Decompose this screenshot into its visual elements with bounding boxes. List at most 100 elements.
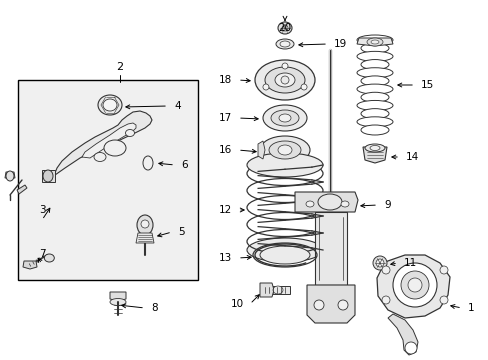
Ellipse shape xyxy=(375,259,383,267)
Ellipse shape xyxy=(372,256,386,270)
Polygon shape xyxy=(376,255,449,318)
Ellipse shape xyxy=(404,342,416,354)
Ellipse shape xyxy=(400,271,428,299)
Polygon shape xyxy=(294,192,357,212)
Text: 1: 1 xyxy=(467,303,474,313)
Ellipse shape xyxy=(94,153,106,162)
Ellipse shape xyxy=(103,99,117,111)
Ellipse shape xyxy=(340,201,348,207)
Ellipse shape xyxy=(317,194,341,210)
Ellipse shape xyxy=(392,263,436,307)
Ellipse shape xyxy=(98,95,122,115)
Ellipse shape xyxy=(279,114,290,122)
Ellipse shape xyxy=(280,41,289,47)
Ellipse shape xyxy=(125,130,134,136)
Ellipse shape xyxy=(356,68,392,78)
Ellipse shape xyxy=(272,286,283,294)
Text: 8: 8 xyxy=(151,303,157,313)
Polygon shape xyxy=(55,111,152,175)
Ellipse shape xyxy=(254,60,314,100)
Ellipse shape xyxy=(281,76,288,84)
Ellipse shape xyxy=(360,43,388,53)
Text: 2: 2 xyxy=(116,62,123,72)
Polygon shape xyxy=(362,147,386,163)
Polygon shape xyxy=(260,283,273,297)
Ellipse shape xyxy=(301,84,306,90)
Ellipse shape xyxy=(270,110,298,126)
Text: 5: 5 xyxy=(178,227,184,237)
Ellipse shape xyxy=(366,38,382,46)
Polygon shape xyxy=(258,141,264,159)
Polygon shape xyxy=(23,261,37,269)
Bar xyxy=(18,80,198,280)
Ellipse shape xyxy=(246,153,323,177)
Ellipse shape xyxy=(264,67,305,93)
Text: 4: 4 xyxy=(174,101,180,111)
Ellipse shape xyxy=(282,25,287,31)
Ellipse shape xyxy=(360,125,388,135)
Ellipse shape xyxy=(260,246,309,264)
Text: 10: 10 xyxy=(230,299,244,309)
Ellipse shape xyxy=(439,266,447,274)
Ellipse shape xyxy=(356,117,392,127)
Ellipse shape xyxy=(381,266,389,274)
Polygon shape xyxy=(17,185,27,194)
Ellipse shape xyxy=(356,84,392,94)
Polygon shape xyxy=(306,285,354,323)
Ellipse shape xyxy=(313,300,324,310)
Text: 11: 11 xyxy=(403,258,416,268)
Ellipse shape xyxy=(407,278,421,292)
Ellipse shape xyxy=(356,51,392,61)
Text: 7: 7 xyxy=(39,249,45,259)
Polygon shape xyxy=(82,123,136,158)
Polygon shape xyxy=(136,233,154,243)
Ellipse shape xyxy=(360,59,388,69)
Ellipse shape xyxy=(305,201,313,207)
Ellipse shape xyxy=(356,100,392,111)
Text: 14: 14 xyxy=(405,152,418,162)
Ellipse shape xyxy=(260,136,309,164)
Ellipse shape xyxy=(104,140,126,156)
Polygon shape xyxy=(42,170,55,182)
Ellipse shape xyxy=(268,141,301,159)
Text: 17: 17 xyxy=(218,113,231,123)
Ellipse shape xyxy=(337,300,347,310)
Text: 18: 18 xyxy=(218,75,231,85)
Ellipse shape xyxy=(246,238,323,262)
Text: 6: 6 xyxy=(181,160,187,170)
Text: 19: 19 xyxy=(333,39,346,49)
Text: 13: 13 xyxy=(218,253,231,263)
Text: 15: 15 xyxy=(420,80,433,90)
Ellipse shape xyxy=(282,63,287,69)
Ellipse shape xyxy=(364,144,384,152)
Ellipse shape xyxy=(263,84,268,90)
Ellipse shape xyxy=(141,220,149,228)
Ellipse shape xyxy=(263,105,306,131)
Polygon shape xyxy=(5,172,15,178)
Ellipse shape xyxy=(43,170,53,182)
Ellipse shape xyxy=(381,296,389,304)
Ellipse shape xyxy=(360,76,388,86)
Text: 3: 3 xyxy=(39,205,45,215)
Ellipse shape xyxy=(274,73,294,87)
Ellipse shape xyxy=(142,156,153,170)
Ellipse shape xyxy=(278,22,291,34)
Ellipse shape xyxy=(360,92,388,102)
Text: 16: 16 xyxy=(218,145,231,155)
Polygon shape xyxy=(387,314,417,355)
Ellipse shape xyxy=(369,145,379,150)
Ellipse shape xyxy=(439,296,447,304)
Bar xyxy=(314,212,346,285)
Text: 12: 12 xyxy=(218,205,231,215)
Text: 9: 9 xyxy=(383,200,390,210)
Polygon shape xyxy=(356,38,392,46)
Text: 20: 20 xyxy=(278,23,291,33)
Polygon shape xyxy=(110,292,126,301)
Ellipse shape xyxy=(110,298,126,306)
Polygon shape xyxy=(262,286,289,294)
Ellipse shape xyxy=(137,215,153,235)
Ellipse shape xyxy=(6,171,14,181)
Ellipse shape xyxy=(44,254,54,262)
Ellipse shape xyxy=(360,109,388,119)
Ellipse shape xyxy=(278,145,291,155)
